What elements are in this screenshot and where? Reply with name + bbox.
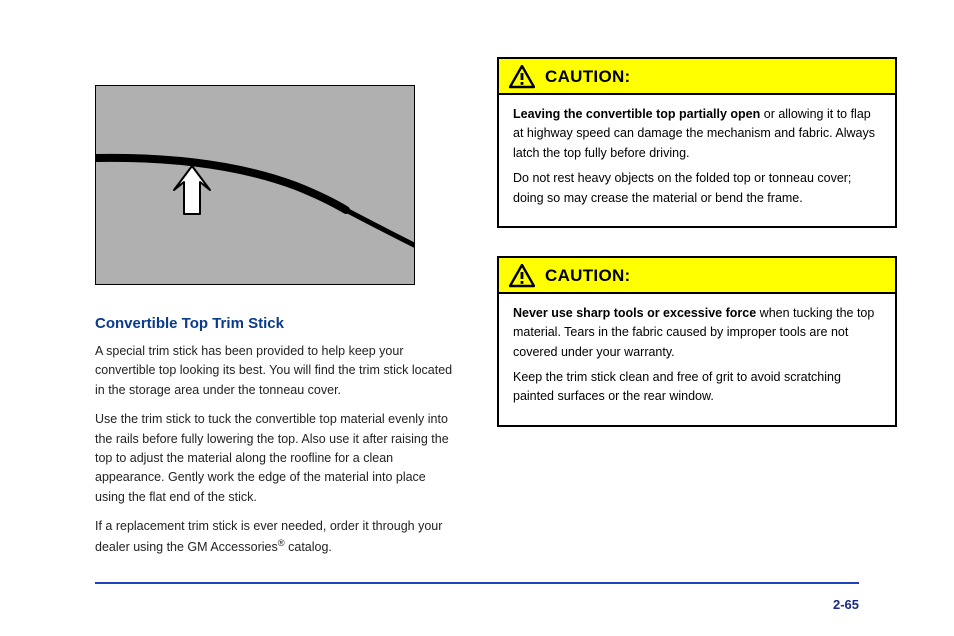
two-column-layout: Convertible Top Trim Stick A special tri… bbox=[95, 45, 859, 558]
caution-paragraph: Do not rest heavy objects on the folded … bbox=[513, 169, 881, 208]
caution-header: CAUTION: bbox=[499, 59, 895, 95]
caution-body: Never use sharp tools or excessive force… bbox=[499, 294, 895, 425]
caution-callout: CAUTION: Never use sharp tools or excess… bbox=[497, 256, 897, 427]
caution-body: Leaving the convertible top partially op… bbox=[499, 95, 895, 226]
caution-header: CAUTION: bbox=[499, 258, 895, 294]
left-column: Convertible Top Trim Stick A special tri… bbox=[95, 45, 457, 558]
caution-title: CAUTION: bbox=[545, 266, 631, 286]
page-number: 2-65 bbox=[833, 597, 859, 612]
caution-title: CAUTION: bbox=[545, 67, 631, 87]
right-column: CAUTION: Leaving the convertible top par… bbox=[497, 45, 859, 558]
caution-paragraph: Never use sharp tools or excessive force… bbox=[513, 304, 881, 362]
illustration-svg bbox=[96, 86, 415, 285]
section-heading: Convertible Top Trim Stick bbox=[95, 315, 457, 332]
body-text: If a replacement trim stick is ever need… bbox=[95, 519, 442, 555]
body-paragraph: Use the trim stick to tuck the convertib… bbox=[95, 410, 457, 507]
warning-triangle-icon bbox=[509, 264, 535, 288]
caution-lead: Leaving the convertible top partially op… bbox=[513, 107, 760, 121]
trim-stick-illustration bbox=[95, 85, 415, 285]
warning-triangle-icon bbox=[509, 65, 535, 89]
caution-paragraph: Leaving the convertible top partially op… bbox=[513, 105, 881, 163]
caution-paragraph: Keep the trim stick clean and free of gr… bbox=[513, 368, 881, 407]
footer-rule bbox=[95, 582, 859, 584]
body-paragraph: If a replacement trim stick is ever need… bbox=[95, 517, 457, 558]
registered-mark-icon: ® bbox=[278, 538, 285, 548]
pointer-arrow-icon bbox=[174, 166, 210, 214]
caution-lead: Never use sharp tools or excessive force bbox=[513, 306, 756, 320]
body-paragraph: A special trim stick has been provided t… bbox=[95, 342, 457, 400]
caution-callout: CAUTION: Leaving the convertible top par… bbox=[497, 57, 897, 228]
body-text: catalog. bbox=[285, 541, 332, 555]
